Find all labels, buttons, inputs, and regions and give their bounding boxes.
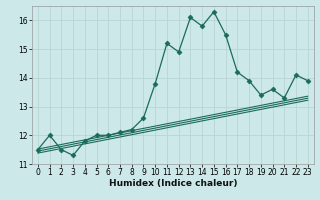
X-axis label: Humidex (Indice chaleur): Humidex (Indice chaleur) xyxy=(108,179,237,188)
